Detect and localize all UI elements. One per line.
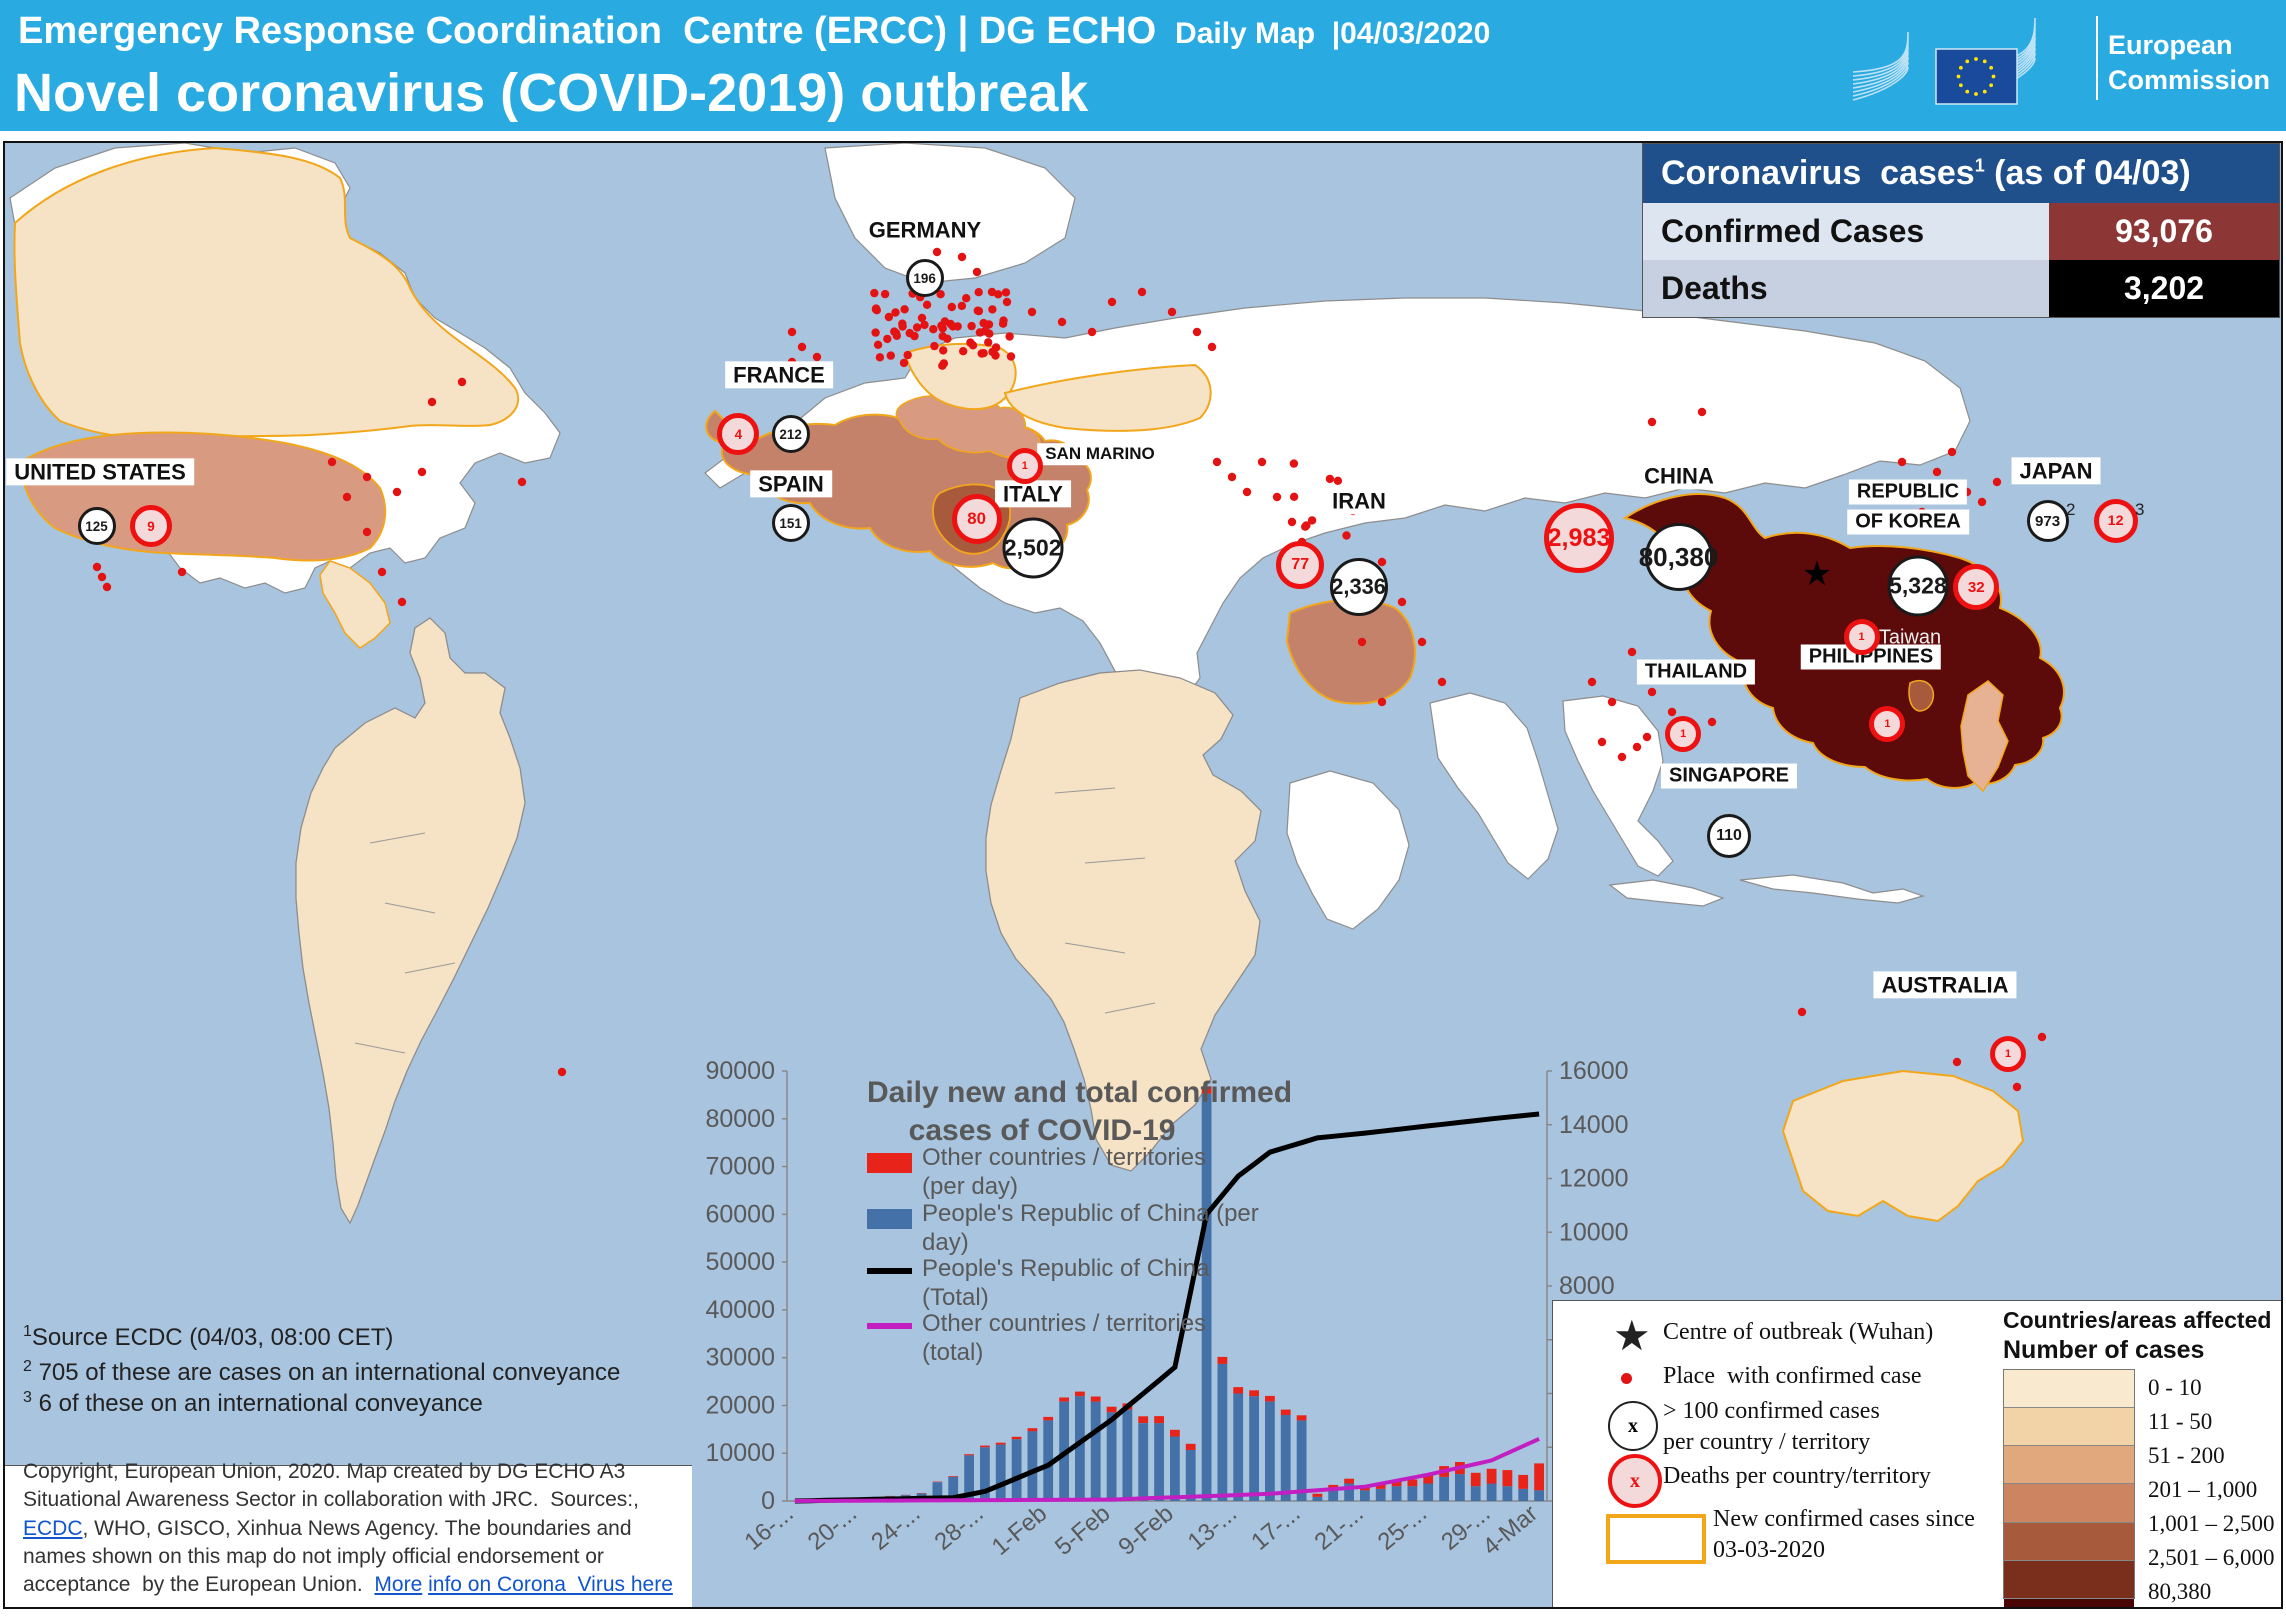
svg-text:9-Feb: 9-Feb [1113, 1500, 1178, 1561]
svg-text:70000: 70000 [705, 1153, 775, 1181]
svg-text:16000: 16000 [1559, 1061, 1629, 1085]
svg-text:80000: 80000 [705, 1105, 775, 1133]
svg-text:12000: 12000 [1559, 1165, 1629, 1193]
svg-text:20000: 20000 [705, 1391, 775, 1419]
svg-text:40000: 40000 [705, 1296, 775, 1324]
svg-text:25-...: 25-... [1373, 1500, 1432, 1556]
svg-text:17-...: 17-... [1246, 1500, 1305, 1556]
svg-text:60000: 60000 [705, 1200, 775, 1228]
svg-text:30000: 30000 [705, 1344, 775, 1372]
svg-text:14000: 14000 [1559, 1111, 1629, 1139]
svg-text:8000: 8000 [1559, 1272, 1615, 1300]
svg-text:10000: 10000 [1559, 1218, 1629, 1246]
svg-text:1-Feb: 1-Feb [987, 1500, 1052, 1561]
svg-text:13-...: 13-... [1183, 1500, 1242, 1556]
svg-text:5-Feb: 5-Feb [1050, 1500, 1115, 1561]
svg-text:★: ★ [1802, 555, 1832, 593]
svg-text:10000: 10000 [705, 1439, 775, 1467]
svg-text:28-...: 28-... [929, 1500, 988, 1556]
svg-text:50000: 50000 [705, 1248, 775, 1276]
svg-text:90000: 90000 [705, 1061, 775, 1085]
svg-text:21-...: 21-... [1309, 1500, 1368, 1556]
svg-text:24-...: 24-... [866, 1500, 925, 1556]
svg-text:20-...: 20-... [803, 1500, 862, 1556]
svg-text:4-Mar: 4-Mar [1478, 1500, 1543, 1561]
